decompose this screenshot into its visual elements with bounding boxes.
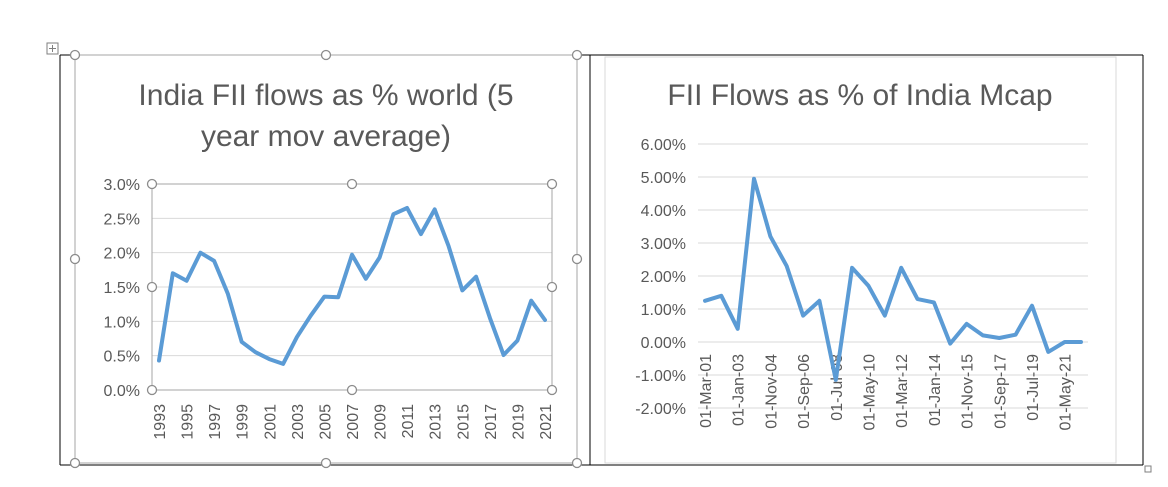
resize-handle[interactable] [571,457,583,469]
x-tick-label: 01-Jul-19 [1025,354,1042,421]
x-tick-label: 1993 [152,404,169,440]
resize-handle[interactable] [69,253,81,265]
resize-handle[interactable] [69,49,81,61]
resize-handle[interactable] [546,281,558,293]
resize-handle[interactable] [571,253,583,265]
y-tick-label: 5.00% [641,170,686,187]
y-tick-label: 0.00% [641,335,686,352]
table-resize-handle[interactable] [1144,465,1152,473]
y-tick-label: 6.00% [641,137,686,154]
y-axis: -2.00% -1.00% 0.00% 1.00% 2.00% 3.00% 4.00% 5.0… [635,137,686,418]
x-tick-label: 01-Mar-01 [698,354,715,428]
x-tick-label: 2005 [317,404,334,440]
y-tick-label: 1.0% [104,314,140,331]
x-tick-label: 2003 [290,404,307,440]
resize-handle[interactable] [69,457,81,469]
x-tick-label: 01-May-10 [861,354,878,431]
x-tick-label: 01-Mar-12 [894,354,911,428]
x-tick-label: 01-Jan-14 [927,354,944,426]
y-tick-label: 1.5% [104,280,140,297]
x-tick-label: 2019 [510,404,527,440]
chart-area[interactable] [74,54,578,464]
chart-title-line-2: year mov average) [201,120,451,153]
chart-selection-handles[interactable] [69,49,583,469]
x-tick-label: 2021 [538,404,555,440]
chart-area[interactable] [604,56,1117,464]
x-tick-label: 01-May-21 [1058,354,1075,431]
resize-handle[interactable] [146,281,158,293]
x-tick-label: 01-Sep-06 [796,354,813,429]
x-tick-label: 1999 [235,404,252,440]
resize-handle[interactable] [146,384,158,396]
chart-title: FII Flows as % of India Mcap [667,79,1052,112]
resize-handle[interactable] [571,49,583,61]
x-tick-label: 01-Sep-17 [992,354,1009,429]
y-tick-label: -2.00% [635,401,686,418]
resize-handle[interactable] [546,384,558,396]
x-tick-label: 2015 [455,404,472,440]
x-tick-label: 01-Nov-15 [960,354,977,429]
series-line [703,176,1083,382]
series-line [157,206,547,366]
y-tick-label: 4.00% [641,203,686,220]
y-tick-label: 1.00% [641,302,686,319]
x-axis: 1993 1995 1997 1999 2001 2003 2005 2007 2009 2011… [152,404,555,440]
y-tick-label: 2.5% [104,211,140,228]
x-tick-label: 2011 [400,404,417,439]
resize-handle[interactable] [320,49,332,61]
gridlines [698,143,1088,409]
table-move-handle[interactable] [46,42,59,55]
y-tick-label: 0.5% [104,349,140,366]
x-tick-label: 1995 [180,404,197,440]
x-tick-label: 01-Jan-03 [731,354,748,426]
y-tick-label: -1.00% [635,368,686,385]
resize-handle[interactable] [546,178,558,190]
chart-fii-flows-mcap[interactable]: FII Flows as % of India Mcap -2.00% -1.00… [604,56,1117,464]
y-tick-label: 0.0% [104,383,140,400]
x-tick-label: 2007 [345,404,362,440]
chart-india-fii-share-world[interactable]: India FII flows as % world (5 year mov a… [74,54,578,464]
y-tick-label: 3.0% [104,177,140,194]
y-tick-label: 3.00% [641,236,686,253]
resize-handle[interactable] [320,457,332,469]
y-axis: 0.0% 0.5% 1.0% 1.5% 2.0% 2.5% 3.0% [104,177,140,400]
chart-title-line-1: India FII flows as % world (5 [138,79,513,112]
x-tick-label: 1997 [207,404,224,440]
x-tick-label: 2009 [373,404,390,440]
x-axis: 01-Mar-01 01-Jan-03 01-Nov-04 01-Sep-06 01-J… [698,354,1075,431]
resize-handle[interactable] [346,384,358,396]
x-tick-label: 2017 [483,404,500,440]
resize-handle[interactable] [346,178,358,190]
x-tick-label: 2013 [428,404,445,440]
x-tick-label: 01-Nov-04 [763,354,780,429]
x-tick-label: 2001 [262,404,279,440]
y-tick-label: 2.0% [104,246,140,263]
y-tick-label: 2.00% [641,269,686,286]
resize-handle[interactable] [146,178,158,190]
